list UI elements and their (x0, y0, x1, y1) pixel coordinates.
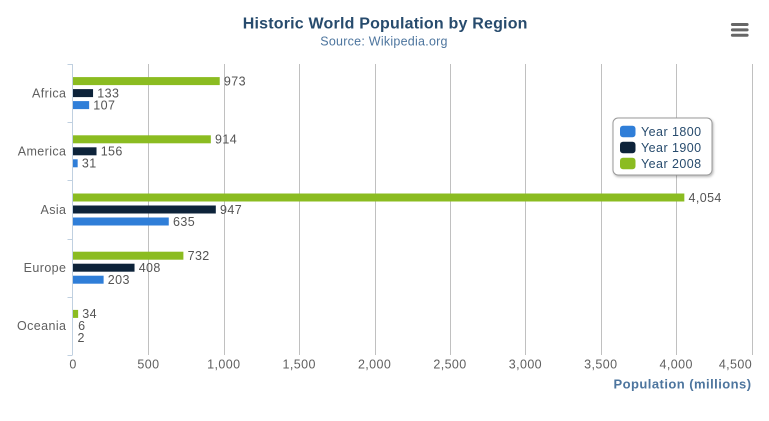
svg-text:2,000: 2,000 (358, 358, 391, 372)
svg-text:34: 34 (82, 307, 97, 321)
svg-text:Year 1800: Year 1800 (641, 125, 702, 139)
svg-text:2,500: 2,500 (433, 358, 466, 372)
svg-text:500: 500 (137, 358, 159, 372)
svg-text:4,500: 4,500 (719, 358, 752, 372)
svg-text:31: 31 (82, 157, 97, 171)
svg-text:1,000: 1,000 (207, 358, 240, 372)
svg-text:4,000: 4,000 (660, 358, 693, 372)
svg-text:408: 408 (139, 261, 161, 275)
svg-text:0: 0 (69, 358, 76, 372)
svg-text:3,000: 3,000 (509, 358, 542, 372)
svg-text:635: 635 (173, 215, 195, 229)
svg-text:203: 203 (108, 273, 130, 287)
svg-text:Population (millions): Population (millions) (614, 377, 752, 392)
svg-text:1,500: 1,500 (283, 358, 316, 372)
svg-text:Year 2008: Year 2008 (641, 157, 702, 171)
svg-text:Source: Wikipedia.org: Source: Wikipedia.org (320, 35, 448, 49)
svg-text:Oceania: Oceania (17, 319, 66, 333)
svg-text:973: 973 (224, 74, 246, 88)
svg-text:4,054: 4,054 (689, 191, 722, 205)
svg-text:914: 914 (215, 133, 237, 147)
svg-text:2: 2 (78, 331, 85, 345)
svg-text:107: 107 (93, 98, 115, 112)
svg-text:6: 6 (78, 319, 85, 333)
svg-text:3,500: 3,500 (584, 358, 617, 372)
svg-text:156: 156 (101, 145, 123, 159)
svg-text:Year 1900: Year 1900 (641, 141, 702, 155)
svg-text:Asia: Asia (40, 203, 66, 217)
svg-text:947: 947 (220, 203, 242, 217)
svg-text:732: 732 (188, 249, 210, 263)
svg-text:America: America (18, 145, 67, 159)
svg-text:Europe: Europe (24, 261, 67, 275)
svg-text:Historic World Population by R: Historic World Population by Region (243, 16, 528, 33)
svg-text:133: 133 (97, 86, 119, 100)
svg-text:Africa: Africa (32, 86, 66, 100)
